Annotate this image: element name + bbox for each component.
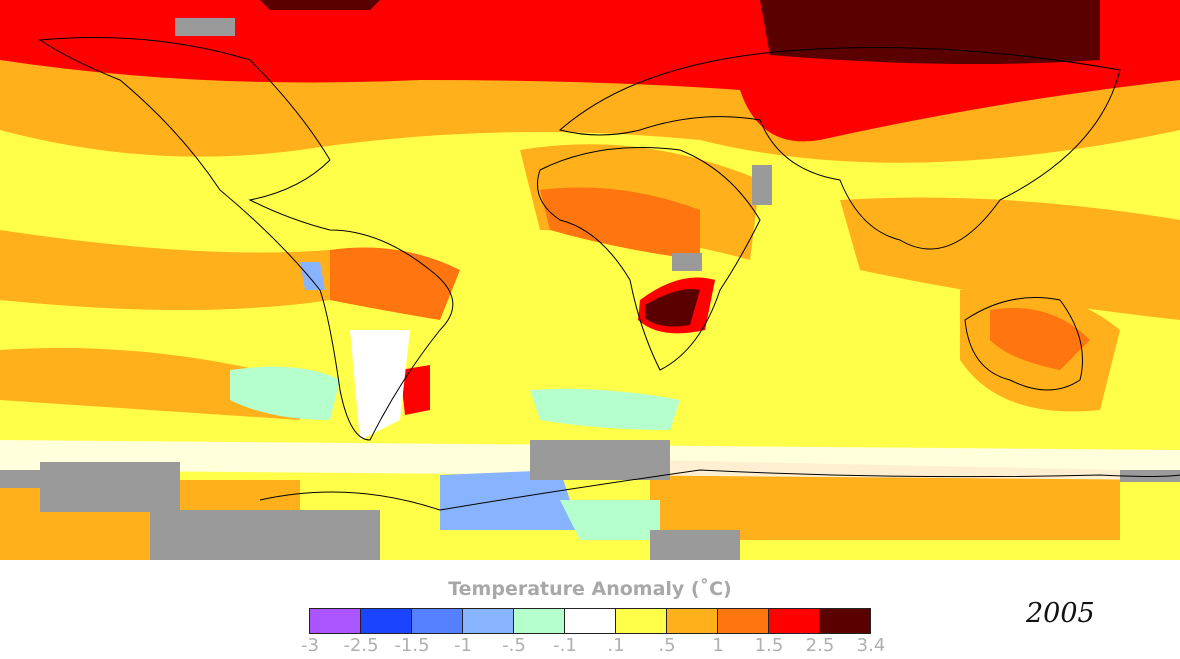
- legend-swatch: [769, 609, 820, 633]
- legend-swatch: [412, 609, 463, 633]
- legend-swatch: [514, 609, 565, 633]
- legend-swatch: [616, 609, 667, 633]
- legend-title: Temperature Anomaly (˚C): [448, 578, 732, 600]
- legend-swatch: [463, 609, 514, 633]
- legend-tick-label: -.5: [502, 635, 526, 656]
- legend-tick-label: -2.5: [343, 635, 379, 656]
- legend-tick-label: -1: [454, 635, 472, 656]
- legend-tick-label: 3.4: [856, 635, 886, 656]
- legend-tick-label: 1: [712, 635, 724, 656]
- legend-tick-label: -3: [301, 635, 319, 656]
- legend-tick-label: -1.5: [394, 635, 430, 656]
- year-label: 2005: [1026, 598, 1095, 629]
- legend-swatch: [820, 609, 870, 633]
- color-legend: [309, 608, 871, 634]
- legend-swatch: [310, 609, 361, 633]
- legend-tick-label: 2.5: [805, 635, 835, 656]
- legend-tick-label: 1.5: [754, 635, 784, 656]
- legend-tick-label: .1: [607, 635, 625, 656]
- legend-swatch: [718, 609, 769, 633]
- legend-tick-label: .5: [658, 635, 676, 656]
- legend-tick-label: -.1: [553, 635, 577, 656]
- legend-swatch: [361, 609, 412, 633]
- legend-swatch: [667, 609, 718, 633]
- legend-swatch: [565, 609, 616, 633]
- legend-ticks: -3 -2.5 -1.5 -1 -.5 -.1 .1 .5 1 1.5 2.5 3.4: [0, 635, 1180, 659]
- temperature-anomaly-map: [0, 0, 1180, 560]
